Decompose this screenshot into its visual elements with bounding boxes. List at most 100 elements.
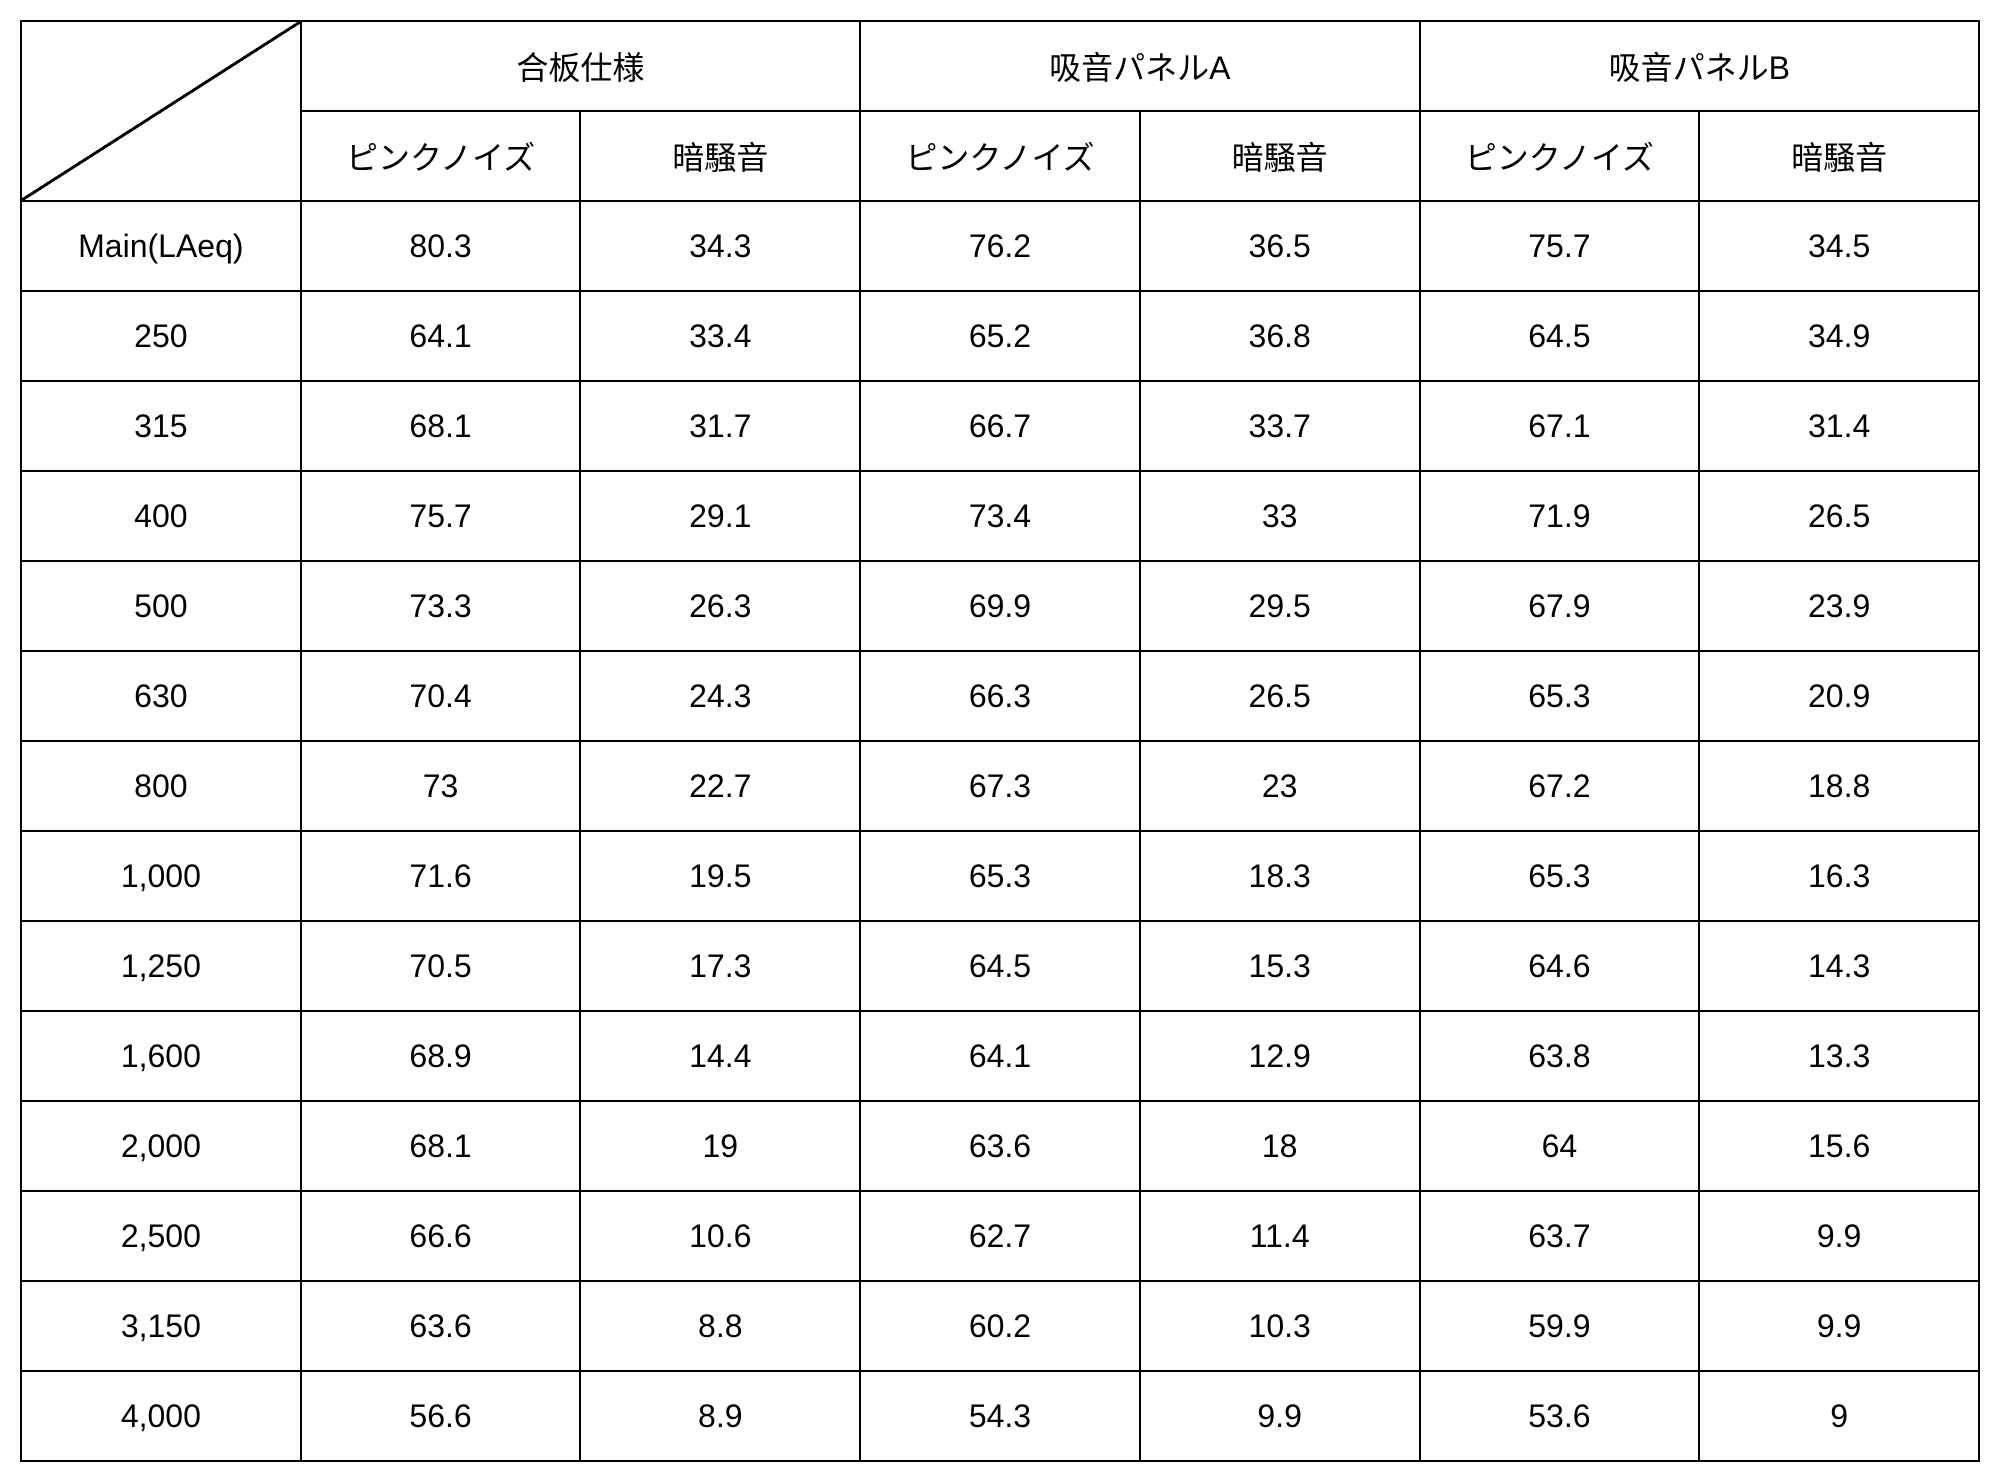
data-cell: 8.9 xyxy=(580,1371,860,1461)
data-cell: 63.6 xyxy=(860,1101,1140,1191)
row-label: Main(LAeq) xyxy=(21,201,301,291)
data-cell: 63.8 xyxy=(1420,1011,1700,1101)
row-label: 315 xyxy=(21,381,301,471)
data-cell: 8.8 xyxy=(580,1281,860,1371)
data-cell: 13.3 xyxy=(1699,1011,1979,1101)
data-cell: 26.3 xyxy=(580,561,860,651)
data-cell: 67.2 xyxy=(1420,741,1700,831)
data-cell: 73 xyxy=(301,741,581,831)
data-cell: 29.5 xyxy=(1140,561,1420,651)
data-cell: 68.1 xyxy=(301,381,581,471)
acoustic-data-table: 合板仕様 吸音パネルA 吸音パネルB ピンクノイズ 暗騒音 ピンクノイズ 暗騒音… xyxy=(20,20,1980,1462)
data-cell: 65.3 xyxy=(860,831,1140,921)
data-cell: 63.6 xyxy=(301,1281,581,1371)
row-label: 400 xyxy=(21,471,301,561)
data-cell: 18.8 xyxy=(1699,741,1979,831)
row-label: 2,000 xyxy=(21,1101,301,1191)
data-cell: 67.9 xyxy=(1420,561,1700,651)
data-cell: 75.7 xyxy=(301,471,581,561)
table-row: 50073.326.369.929.567.923.9 xyxy=(21,561,1979,651)
row-label: 500 xyxy=(21,561,301,651)
table-row: 2,00068.11963.6186415.6 xyxy=(21,1101,1979,1191)
data-cell: 34.5 xyxy=(1699,201,1979,291)
table-body: Main(LAeq)80.334.376.236.575.734.525064.… xyxy=(21,201,1979,1461)
data-cell: 65.3 xyxy=(1420,831,1700,921)
row-label: 250 xyxy=(21,291,301,381)
sub-header: ピンクノイズ xyxy=(1420,111,1700,201)
data-cell: 9.9 xyxy=(1699,1281,1979,1371)
table-row: 63070.424.366.326.565.320.9 xyxy=(21,651,1979,741)
data-cell: 54.3 xyxy=(860,1371,1140,1461)
data-cell: 64 xyxy=(1420,1101,1700,1191)
data-cell: 73.4 xyxy=(860,471,1140,561)
data-cell: 9.9 xyxy=(1140,1371,1420,1461)
data-cell: 73.3 xyxy=(301,561,581,651)
table-row: 1,00071.619.565.318.365.316.3 xyxy=(21,831,1979,921)
data-cell: 64.5 xyxy=(1420,291,1700,381)
data-cell: 34.3 xyxy=(580,201,860,291)
data-cell: 20.9 xyxy=(1699,651,1979,741)
data-cell: 34.9 xyxy=(1699,291,1979,381)
row-label: 3,150 xyxy=(21,1281,301,1371)
data-cell: 33 xyxy=(1140,471,1420,561)
table-row: 4,00056.68.954.39.953.69 xyxy=(21,1371,1979,1461)
row-label: 1,600 xyxy=(21,1011,301,1101)
data-cell: 22.7 xyxy=(580,741,860,831)
data-cell: 64.5 xyxy=(860,921,1140,1011)
table-header: 合板仕様 吸音パネルA 吸音パネルB ピンクノイズ 暗騒音 ピンクノイズ 暗騒音… xyxy=(21,21,1979,201)
data-cell: 70.5 xyxy=(301,921,581,1011)
data-cell: 71.9 xyxy=(1420,471,1700,561)
table-row: 2,50066.610.662.711.463.79.9 xyxy=(21,1191,1979,1281)
header-group-2: 吸音パネルA xyxy=(860,21,1419,111)
sub-header: 暗騒音 xyxy=(1699,111,1979,201)
row-label: 800 xyxy=(21,741,301,831)
sub-header: 暗騒音 xyxy=(580,111,860,201)
data-cell: 9 xyxy=(1699,1371,1979,1461)
data-cell: 18 xyxy=(1140,1101,1420,1191)
data-cell: 19 xyxy=(580,1101,860,1191)
data-cell: 33.7 xyxy=(1140,381,1420,471)
header-group-1: 合板仕様 xyxy=(301,21,860,111)
sub-header: ピンクノイズ xyxy=(860,111,1140,201)
table-row: 40075.729.173.43371.926.5 xyxy=(21,471,1979,561)
row-label: 1,250 xyxy=(21,921,301,1011)
data-cell: 66.6 xyxy=(301,1191,581,1281)
data-cell: 26.5 xyxy=(1699,471,1979,561)
data-cell: 12.9 xyxy=(1140,1011,1420,1101)
data-cell: 18.3 xyxy=(1140,831,1420,921)
data-cell: 66.3 xyxy=(860,651,1140,741)
header-sub-row: ピンクノイズ 暗騒音 ピンクノイズ 暗騒音 ピンクノイズ 暗騒音 xyxy=(21,111,1979,201)
data-cell: 31.4 xyxy=(1699,381,1979,471)
data-cell: 56.6 xyxy=(301,1371,581,1461)
row-label: 1,000 xyxy=(21,831,301,921)
data-cell: 14.4 xyxy=(580,1011,860,1101)
data-cell: 36.5 xyxy=(1140,201,1420,291)
data-cell: 19.5 xyxy=(580,831,860,921)
data-cell: 14.3 xyxy=(1699,921,1979,1011)
data-cell: 59.9 xyxy=(1420,1281,1700,1371)
data-cell: 53.6 xyxy=(1420,1371,1700,1461)
data-cell: 64.6 xyxy=(1420,921,1700,1011)
sub-header: 暗騒音 xyxy=(1140,111,1420,201)
data-cell: 60.2 xyxy=(860,1281,1140,1371)
table-row: 1,25070.517.364.515.364.614.3 xyxy=(21,921,1979,1011)
data-cell: 65.3 xyxy=(1420,651,1700,741)
data-cell: 70.4 xyxy=(301,651,581,741)
data-cell: 10.6 xyxy=(580,1191,860,1281)
data-cell: 64.1 xyxy=(860,1011,1140,1101)
table-row: 8007322.767.32367.218.8 xyxy=(21,741,1979,831)
corner-diagonal-cell xyxy=(21,21,301,201)
row-label: 4,000 xyxy=(21,1371,301,1461)
data-cell: 29.1 xyxy=(580,471,860,561)
data-cell: 31.7 xyxy=(580,381,860,471)
data-cell: 71.6 xyxy=(301,831,581,921)
header-group-row: 合板仕様 吸音パネルA 吸音パネルB xyxy=(21,21,1979,111)
data-cell: 11.4 xyxy=(1140,1191,1420,1281)
data-cell: 15.6 xyxy=(1699,1101,1979,1191)
data-cell: 33.4 xyxy=(580,291,860,381)
data-cell: 23 xyxy=(1140,741,1420,831)
data-cell: 68.9 xyxy=(301,1011,581,1101)
table-row: 3,15063.68.860.210.359.99.9 xyxy=(21,1281,1979,1371)
data-cell: 69.9 xyxy=(860,561,1140,651)
row-label: 630 xyxy=(21,651,301,741)
